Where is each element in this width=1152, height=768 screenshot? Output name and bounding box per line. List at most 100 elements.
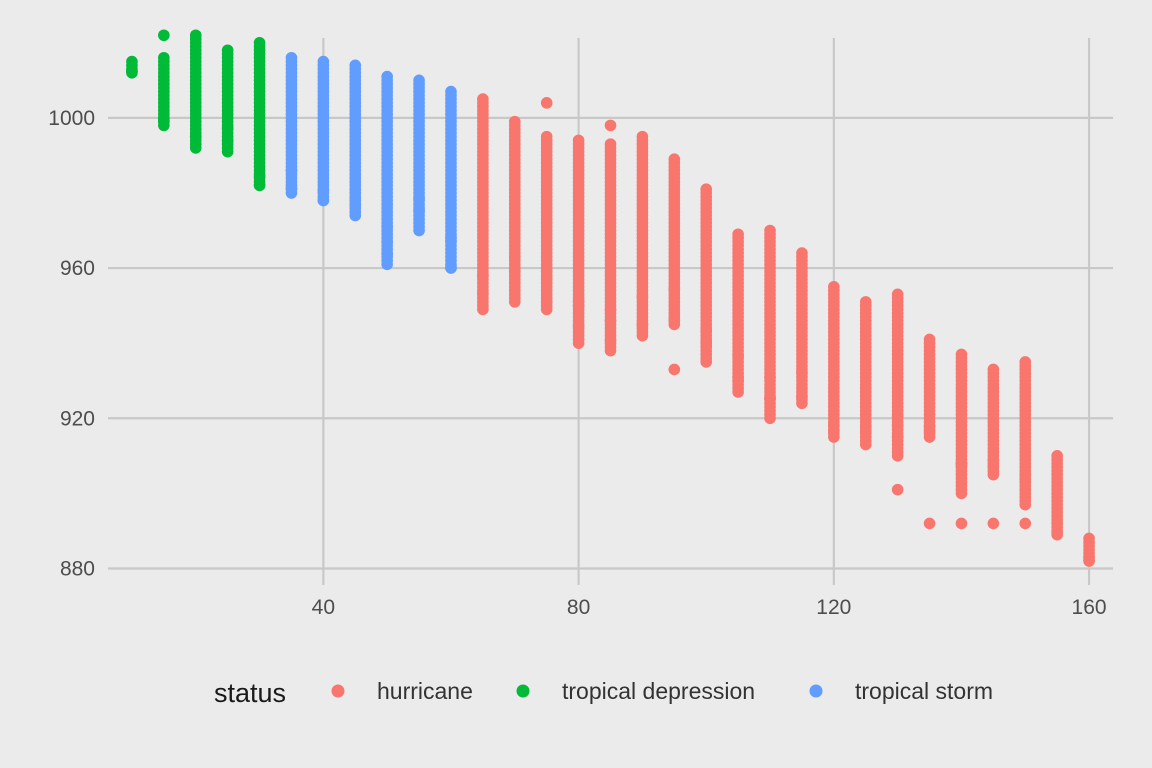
data-point [700, 340, 713, 352]
y-tick-label: 1000 [48, 107, 95, 130]
legend-entry-hurricane: hurricane [331, 678, 473, 704]
data-point [253, 36, 266, 49]
data-point [158, 113, 170, 125]
data-point [891, 410, 904, 423]
data-point [381, 220, 393, 233]
series-tropical-storm [285, 51, 457, 274]
legend-entry-tropical-storm: tropical storm [809, 678, 993, 704]
data-point [923, 333, 936, 346]
legend-swatch [809, 684, 823, 698]
legend-label: tropical depression [562, 678, 755, 704]
data-point [1019, 517, 1032, 530]
data-point [381, 70, 393, 83]
data-point [604, 303, 617, 316]
data-point [1083, 551, 1095, 563]
y-tick-label: 960 [60, 257, 95, 280]
data-point [923, 420, 936, 433]
data-point [317, 55, 330, 68]
data-point [796, 247, 808, 259]
data-point [413, 192, 425, 205]
data-point [540, 130, 553, 143]
data-point [987, 517, 1000, 530]
data-point [445, 231, 457, 244]
data-point [987, 454, 1000, 467]
x-tick-label: 40 [312, 596, 335, 619]
data-point [732, 228, 744, 241]
data-point [540, 97, 553, 109]
data-point [253, 170, 266, 183]
data-point [189, 130, 202, 142]
legend-swatch [331, 684, 345, 698]
data-point [572, 134, 585, 147]
data-point [732, 371, 744, 384]
legend-label: hurricane [377, 678, 473, 704]
data-point [381, 248, 393, 260]
data-point [828, 419, 840, 431]
data-point [1083, 532, 1095, 545]
data-point [604, 138, 617, 150]
data-point [636, 290, 649, 303]
data-point [859, 296, 872, 308]
data-point [126, 55, 138, 68]
series-hurricane [477, 93, 1095, 567]
data-point [508, 251, 521, 263]
data-point [508, 265, 521, 278]
data-point [636, 319, 649, 332]
data-point [477, 287, 489, 300]
data-point [349, 59, 362, 72]
y-tick-label: 880 [60, 557, 95, 580]
data-point [158, 51, 170, 64]
series-tropical-depression [126, 29, 266, 192]
data-point [253, 178, 266, 191]
data-point [668, 283, 681, 296]
data-point [221, 44, 234, 57]
data-point [923, 517, 936, 530]
data-point [764, 371, 776, 384]
x-tick-label: 120 [816, 596, 851, 619]
legend-label: tropical storm [855, 678, 993, 704]
data-point [285, 182, 298, 195]
legend-title: status [214, 678, 286, 708]
data-point [1051, 526, 1063, 539]
data-point [445, 261, 457, 273]
y-tick-label: 920 [60, 407, 95, 430]
data-point [891, 288, 904, 301]
data-point [413, 74, 425, 87]
data-point [285, 164, 298, 177]
axis-tick-labels: 40 80 120 160 880 920 960 1000 [48, 107, 1106, 619]
data-point [828, 281, 840, 293]
data-point [604, 314, 617, 327]
data-point [700, 183, 713, 196]
legend-swatch [516, 684, 530, 698]
data-point [955, 459, 968, 471]
data-point [636, 130, 649, 143]
data-point [572, 299, 585, 312]
legend-entry-tropical-depression: tropical depression [516, 678, 755, 704]
data-points [126, 29, 1095, 567]
data-point [955, 348, 968, 361]
x-tick-label: 160 [1072, 596, 1107, 619]
data-point [508, 115, 521, 128]
data-point [285, 51, 298, 64]
data-point [1051, 517, 1063, 529]
data-point [764, 224, 776, 237]
data-point [700, 324, 713, 337]
data-point [126, 65, 138, 77]
data-point [349, 194, 362, 206]
data-point [668, 363, 681, 376]
data-point [540, 273, 553, 285]
data-point [1019, 356, 1032, 368]
data-point [604, 334, 617, 347]
x-tick-label: 80 [567, 596, 590, 619]
data-point [189, 29, 202, 42]
data-point [796, 366, 808, 379]
data-point [604, 119, 617, 132]
data-point [668, 153, 681, 165]
data-point [413, 204, 425, 217]
data-point [1051, 450, 1063, 462]
legend: status hurricane tropical depression tropi… [214, 678, 993, 708]
data-point [668, 313, 681, 326]
